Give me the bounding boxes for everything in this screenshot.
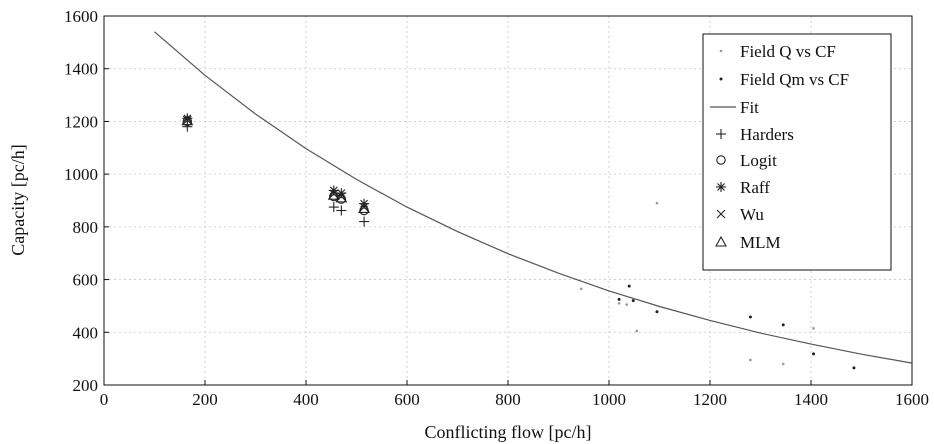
field-q-vs-cf-point xyxy=(749,358,752,362)
legend-symbols xyxy=(710,49,736,247)
axis-ticks: 0 200 400 600 800 1000 1200 1400 160020040060080… xyxy=(64,7,929,409)
mlm-point xyxy=(358,202,371,213)
legend-label-field-qm: Field Qm vs CF xyxy=(740,70,849,89)
field-qm-vs-cf-point xyxy=(781,323,785,327)
harders-point xyxy=(336,205,347,216)
x-tick-label: 800 xyxy=(495,390,521,409)
legend-symbol-raff xyxy=(716,182,726,192)
field-q-vs-cf-point xyxy=(655,201,659,205)
y-tick-label: 400 xyxy=(73,323,99,342)
harders-point xyxy=(182,121,193,132)
harders-point xyxy=(359,216,370,227)
legend-symbol-harders xyxy=(716,129,726,139)
y-tick-label: 1200 xyxy=(64,112,98,131)
wu-point xyxy=(359,202,369,212)
series-wu xyxy=(182,115,369,212)
field-qm-vs-cf-point xyxy=(655,310,659,314)
y-tick-label: 200 xyxy=(73,376,99,395)
series-mlm xyxy=(181,114,371,213)
mlm-point xyxy=(327,189,340,200)
legend-box xyxy=(702,33,892,271)
field-qm-vs-cf-point xyxy=(617,297,621,301)
y-axis-label: Capacity [pc/h] xyxy=(8,144,28,255)
x-tick-label: 1000 xyxy=(592,390,626,409)
harders-point xyxy=(328,202,339,213)
x-tick-label: 200 xyxy=(192,390,218,409)
x-tick-label: 1600 xyxy=(895,390,929,409)
mlm-point xyxy=(181,114,194,126)
x-tick-label: 1200 xyxy=(693,390,727,409)
field-q-vs-cf-point xyxy=(579,287,583,291)
legend-label-mlm: MLM xyxy=(740,233,781,252)
x-tick-label: 400 xyxy=(293,390,319,409)
wu-point xyxy=(329,189,339,199)
legend-symbol-wu xyxy=(716,209,726,219)
field-qm-vs-cf-point xyxy=(852,366,856,370)
legend-symbol-field-qm-vs-cf xyxy=(719,77,723,81)
field-q-vs-cf-point xyxy=(781,362,785,366)
y-tick-label: 600 xyxy=(73,271,99,290)
field-q-vs-cf-point xyxy=(625,303,628,306)
y-tick-label: 1400 xyxy=(64,60,98,79)
legend-symbol-mlm xyxy=(715,235,727,247)
legend-label-fit: Fit xyxy=(740,98,759,117)
x-tick-label: 0 xyxy=(100,390,109,409)
series-field-q-vs-cf xyxy=(579,201,815,366)
x-tick-label: 1400 xyxy=(794,390,828,409)
x-axis-label: Conflicting flow [pc/h] xyxy=(425,422,592,442)
y-tick-label: 1600 xyxy=(64,7,98,26)
legend-label-field-q: Field Q vs CF xyxy=(740,42,836,61)
field-q-vs-cf-point xyxy=(617,301,621,305)
fit-curve xyxy=(154,31,913,364)
mlm-point xyxy=(335,191,348,203)
legend-label-logit: Logit xyxy=(740,151,777,170)
legend: Field Q vs CF Field Qm vs CF Fit Harders… xyxy=(702,33,892,271)
y-tick-label: 1000 xyxy=(64,165,98,184)
field-qm-vs-cf-point xyxy=(627,284,631,288)
x-tick-label: 600 xyxy=(394,390,420,409)
wu-point xyxy=(182,115,192,125)
y-tick-label: 800 xyxy=(73,218,99,237)
series-harders xyxy=(182,121,370,227)
data-marks xyxy=(154,31,913,370)
field-q-vs-cf-point xyxy=(812,327,815,330)
field-qm-vs-cf-point xyxy=(812,352,816,356)
legend-label-wu: Wu xyxy=(740,205,764,224)
series-fit xyxy=(154,31,913,364)
legend-symbol-field-q-vs-cf xyxy=(719,49,723,53)
legend-label-raff: Raff xyxy=(740,178,770,197)
series-field-qm-vs-cf xyxy=(617,284,856,370)
field-qm-vs-cf-point xyxy=(631,299,635,303)
field-q-vs-cf-point xyxy=(635,329,639,333)
field-qm-vs-cf-point xyxy=(748,315,752,319)
legend-symbol-logit xyxy=(716,155,726,165)
legend-label-harders: Harders xyxy=(740,125,794,144)
